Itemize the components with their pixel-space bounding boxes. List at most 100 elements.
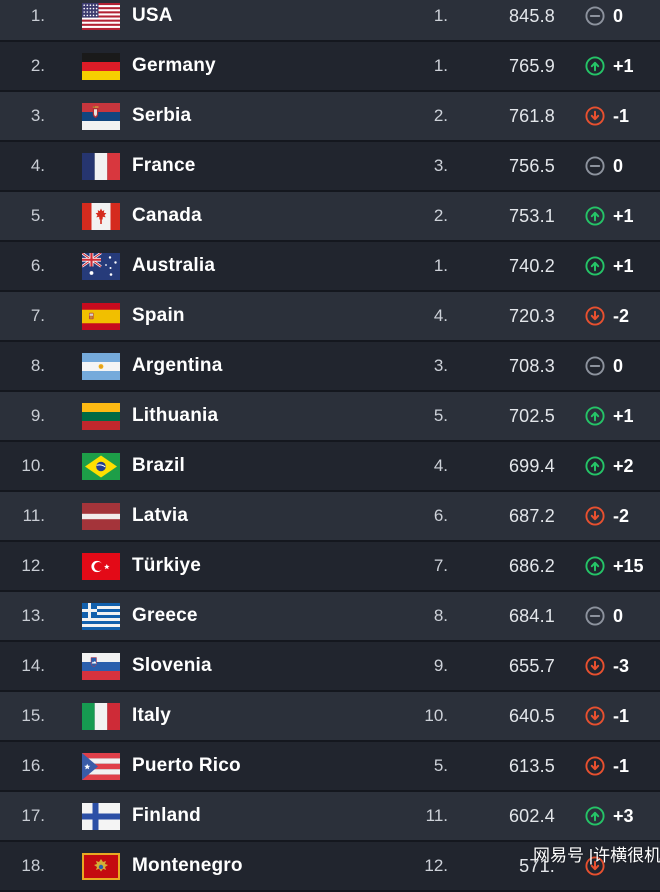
- table-row[interactable]: 5. Canada 2. 753.1 +1: [0, 192, 660, 242]
- table-row[interactable]: 15. Italy 10. 640.5 -1: [0, 692, 660, 742]
- ranking-points: 687.2: [508, 505, 555, 526]
- world-rank: 14.: [21, 656, 45, 675]
- rank-change: +1: [613, 405, 634, 426]
- rank-change: 0: [613, 155, 624, 176]
- table-row[interactable]: 7. Spain 4. 720.3 -2: [0, 292, 660, 342]
- trend-up-icon: [585, 256, 605, 276]
- ranking-points: 845.8: [508, 5, 555, 26]
- table-row[interactable]: 6. Australia 1. 740.2 +1: [0, 242, 660, 292]
- flag-me-icon: [82, 852, 120, 880]
- flag-lv-icon: [82, 502, 120, 530]
- trend-down-icon: [585, 706, 605, 726]
- zone-rank: 3.: [433, 156, 448, 175]
- flag-gr-icon: [82, 602, 120, 630]
- ranking-points: 708.3: [508, 355, 555, 376]
- flag-ar-icon: [82, 352, 120, 380]
- table-row[interactable]: 1. USA 1. 845.8 0: [0, 0, 660, 42]
- ranking-points: 765.9: [508, 55, 555, 76]
- zone-rank: 4.: [433, 306, 448, 325]
- country-name: Latvia: [132, 505, 189, 526]
- rank-change: +1: [613, 255, 634, 276]
- zone-rank: 4.: [433, 456, 448, 475]
- table-row[interactable]: 2. Germany 1. 765.9 +1: [0, 42, 660, 92]
- world-rank: 4.: [30, 156, 45, 175]
- table-row[interactable]: 9. Lithuania 5. 702.5 +1: [0, 392, 660, 442]
- ranking-points: 702.5: [508, 405, 555, 426]
- zone-rank: 12.: [424, 856, 448, 875]
- world-rank: 2.: [30, 56, 45, 75]
- world-rank: 8.: [30, 356, 45, 375]
- flag-rs-icon: [82, 102, 120, 130]
- flag-br-icon: [82, 452, 120, 480]
- flag-si-icon: [82, 652, 120, 680]
- table-row[interactable]: 11. Latvia 6. 687.2 -2: [0, 492, 660, 542]
- table-row[interactable]: 12. Türkiye 7. 686.2 +15: [0, 542, 660, 592]
- watermark: 网易号 |许横很机智: [533, 846, 660, 865]
- table-row[interactable]: 13. Greece 8. 684.1 0: [0, 592, 660, 642]
- country-name: Greece: [132, 605, 198, 626]
- trend-up-icon: [585, 56, 605, 76]
- rank-change: +2: [613, 455, 634, 476]
- country-name: Argentina: [132, 355, 223, 376]
- rank-change: +1: [613, 55, 634, 76]
- table-row[interactable]: 17. Finland 11. 602.4 +3: [0, 792, 660, 842]
- rank-change: 0: [613, 355, 624, 376]
- table-row[interactable]: 8. Argentina 3. 708.3 0: [0, 342, 660, 392]
- trend-same-icon: [585, 156, 605, 176]
- country-name: Italy: [132, 705, 172, 726]
- rank-change: +3: [613, 805, 634, 826]
- trend-same-icon: [585, 6, 605, 26]
- trend-down-icon: [585, 306, 605, 326]
- rank-change: -1: [613, 755, 630, 776]
- world-rank: 1.: [30, 6, 45, 25]
- country-name: Slovenia: [132, 655, 212, 676]
- zone-rank: 9.: [433, 656, 448, 675]
- country-name: Montenegro: [132, 855, 243, 876]
- world-rank: 16.: [21, 756, 45, 775]
- trend-down-icon: [585, 506, 605, 526]
- ranking-points: 753.1: [508, 205, 555, 226]
- country-name: Finland: [132, 805, 201, 826]
- world-rank: 7.: [30, 306, 45, 325]
- rank-change: -3: [613, 655, 630, 676]
- flag-us-icon: [82, 2, 120, 30]
- rank-change: -1: [613, 105, 630, 126]
- world-rank: 6.: [30, 256, 45, 275]
- zone-rank: 1.: [433, 56, 448, 75]
- rank-change: -2: [613, 305, 630, 326]
- trend-down-icon: [585, 656, 605, 676]
- flag-au-icon: [82, 252, 120, 280]
- ranking-points: 720.3: [508, 305, 555, 326]
- table-row[interactable]: 10. Brazil 4. 699.4 +2: [0, 442, 660, 492]
- zone-rank: 8.: [433, 606, 448, 625]
- rank-change: -1: [613, 705, 630, 726]
- world-rank: 11.: [22, 506, 45, 525]
- world-rank: 3.: [30, 106, 45, 125]
- world-rank: 17.: [21, 806, 45, 825]
- zone-rank: 2.: [433, 206, 448, 225]
- table-row[interactable]: 3. Serbia 2. 761.8 -1: [0, 92, 660, 142]
- ranking-points: 640.5: [508, 705, 555, 726]
- zone-rank: 2.: [433, 106, 448, 125]
- trend-up-icon: [585, 806, 605, 826]
- country-name: Australia: [132, 255, 216, 276]
- ranking-points: 699.4: [508, 455, 555, 476]
- rank-change: 0: [613, 5, 624, 26]
- table-row[interactable]: 4. France 3. 756.5 0: [0, 142, 660, 192]
- ranking-points: 571.: [519, 855, 555, 876]
- trend-up-icon: [585, 406, 605, 426]
- world-rank: 13.: [21, 606, 45, 625]
- trend-down-icon: [585, 856, 605, 876]
- trend-up-icon: [585, 556, 605, 576]
- table-row[interactable]: 16. Puerto Rico 5. 613.5 -1: [0, 742, 660, 792]
- country-name: Brazil: [132, 455, 185, 476]
- world-rank: 9.: [30, 406, 45, 425]
- rank-change: +1: [613, 205, 634, 226]
- table-row[interactable]: 14. Slovenia 9. 655.7 -3: [0, 642, 660, 692]
- trend-down-icon: [585, 756, 605, 776]
- world-rank: 10.: [21, 456, 45, 475]
- ranking-points: 684.1: [508, 605, 555, 626]
- zone-rank: 5.: [433, 406, 448, 425]
